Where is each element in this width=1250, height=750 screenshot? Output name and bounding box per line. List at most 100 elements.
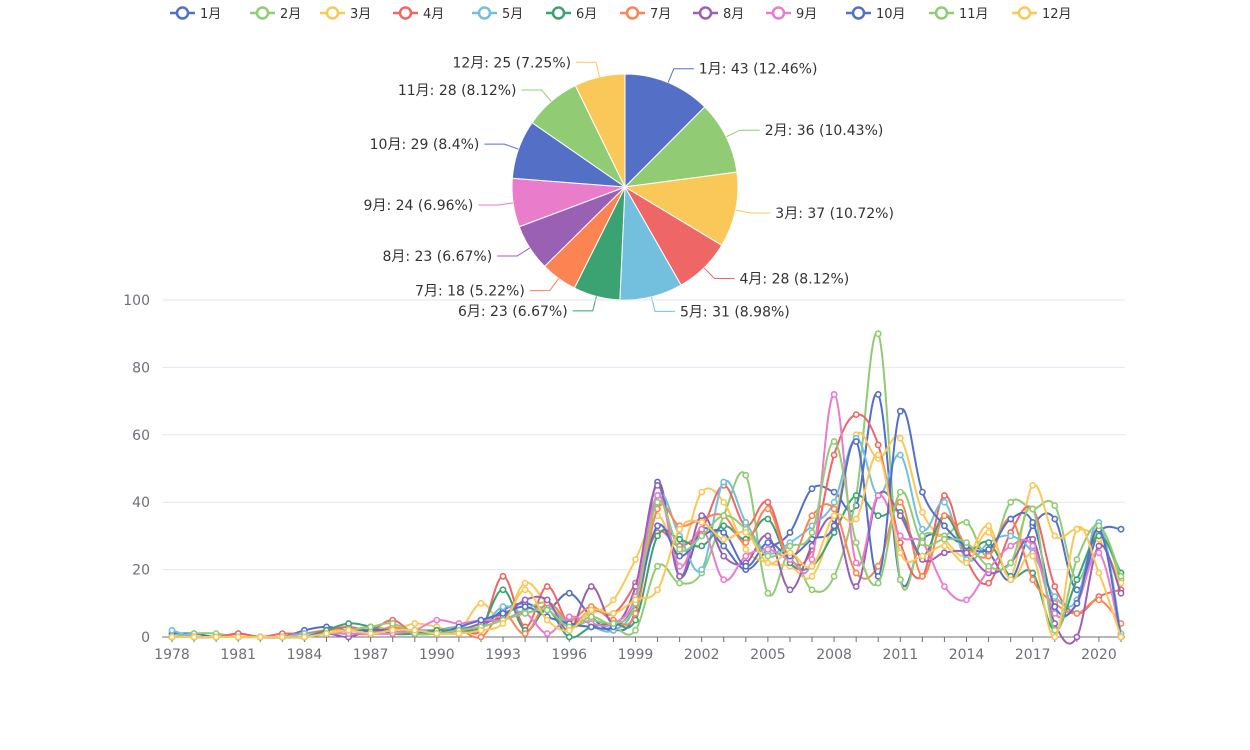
data-point[interactable]	[477, 633, 485, 641]
data-point[interactable]	[764, 559, 772, 567]
data-point[interactable]	[676, 525, 683, 533]
data-point[interactable]	[1029, 542, 1037, 550]
data-point[interactable]	[521, 610, 529, 617]
data-point[interactable]	[941, 583, 948, 590]
legend-item[interactable]: 1月	[170, 6, 221, 22]
data-point[interactable]	[896, 576, 904, 584]
data-point[interactable]	[896, 407, 904, 415]
data-point[interactable]	[521, 579, 529, 587]
data-point[interactable]	[896, 498, 904, 506]
data-point[interactable]	[499, 603, 507, 611]
data-point[interactable]	[852, 438, 860, 445]
data-point[interactable]	[764, 515, 772, 523]
data-point[interactable]	[720, 478, 728, 486]
data-point[interactable]	[654, 562, 661, 570]
data-point[interactable]	[742, 471, 750, 479]
data-point[interactable]	[786, 542, 794, 550]
data-point[interactable]	[278, 633, 286, 641]
data-point[interactable]	[1051, 583, 1059, 590]
data-point[interactable]	[941, 492, 948, 499]
data-point[interactable]	[1073, 586, 1081, 594]
data-point[interactable]	[941, 535, 948, 543]
data-point[interactable]	[742, 552, 750, 560]
data-point[interactable]	[234, 633, 242, 641]
data-point[interactable]	[698, 519, 706, 526]
data-point[interactable]	[830, 529, 838, 536]
data-point[interactable]	[720, 552, 728, 560]
data-point[interactable]	[1073, 633, 1081, 641]
data-point[interactable]	[874, 492, 882, 499]
data-point[interactable]	[499, 572, 507, 580]
data-point[interactable]	[1051, 515, 1059, 523]
data-point[interactable]	[1095, 549, 1103, 557]
data-point[interactable]	[433, 630, 441, 637]
data-point[interactable]	[852, 569, 860, 577]
data-point[interactable]	[521, 630, 529, 637]
data-point[interactable]	[543, 606, 551, 614]
data-point[interactable]	[168, 626, 176, 634]
data-point[interactable]	[1029, 505, 1037, 513]
legend-item[interactable]: 6月	[546, 6, 597, 22]
data-point[interactable]	[521, 596, 529, 604]
data-point[interactable]	[565, 613, 573, 621]
data-point[interactable]	[433, 616, 441, 624]
legend-item[interactable]: 4月	[393, 6, 444, 22]
data-point[interactable]	[764, 498, 772, 506]
data-point[interactable]	[720, 542, 728, 550]
data-point[interactable]	[963, 549, 970, 557]
data-point[interactable]	[941, 498, 948, 506]
data-point[interactable]	[830, 438, 838, 445]
data-point[interactable]	[742, 519, 750, 526]
data-point[interactable]	[830, 498, 838, 506]
data-point[interactable]	[1007, 498, 1015, 506]
data-point[interactable]	[1095, 569, 1103, 577]
data-point[interactable]	[1051, 610, 1059, 617]
data-point[interactable]	[698, 512, 706, 520]
data-point[interactable]	[411, 620, 419, 627]
data-point[interactable]	[742, 562, 750, 570]
data-point[interactable]	[632, 556, 639, 563]
data-point[interactable]	[654, 532, 661, 540]
data-point[interactable]	[1073, 576, 1081, 584]
data-point[interactable]	[1051, 593, 1059, 600]
data-point[interactable]	[1051, 502, 1059, 509]
data-point[interactable]	[587, 583, 595, 590]
data-point[interactable]	[830, 488, 838, 496]
data-point[interactable]	[963, 519, 970, 526]
data-point[interactable]	[896, 549, 904, 557]
data-point[interactable]	[720, 535, 728, 543]
legend-item[interactable]: 8月	[693, 6, 744, 22]
data-point[interactable]	[654, 492, 661, 499]
data-point[interactable]	[742, 529, 750, 536]
data-point[interactable]	[919, 539, 926, 546]
series-line[interactable]	[168, 390, 1125, 641]
data-point[interactable]	[896, 434, 904, 442]
series-line[interactable]	[168, 330, 1125, 641]
data-point[interactable]	[874, 579, 882, 587]
data-point[interactable]	[720, 522, 728, 530]
data-point[interactable]	[941, 542, 948, 550]
data-point[interactable]	[499, 610, 507, 617]
data-point[interactable]	[499, 620, 507, 627]
data-point[interactable]	[1007, 515, 1015, 523]
data-point[interactable]	[676, 535, 683, 543]
data-point[interactable]	[698, 566, 706, 573]
data-point[interactable]	[389, 620, 397, 627]
data-point[interactable]	[1117, 572, 1125, 580]
data-point[interactable]	[587, 623, 595, 631]
data-point[interactable]	[676, 552, 683, 560]
data-point[interactable]	[874, 390, 882, 398]
data-point[interactable]	[919, 572, 926, 580]
series-line[interactable]	[168, 451, 1125, 641]
data-point[interactable]	[963, 559, 970, 567]
data-point[interactable]	[1029, 535, 1037, 543]
data-point[interactable]	[896, 451, 904, 459]
data-point[interactable]	[941, 549, 948, 557]
data-point[interactable]	[852, 539, 860, 546]
legend-item[interactable]: 7月	[620, 6, 671, 22]
data-point[interactable]	[543, 596, 551, 604]
data-point[interactable]	[941, 522, 948, 530]
data-point[interactable]	[852, 411, 860, 418]
data-point[interactable]	[720, 498, 728, 506]
data-point[interactable]	[1029, 576, 1037, 584]
